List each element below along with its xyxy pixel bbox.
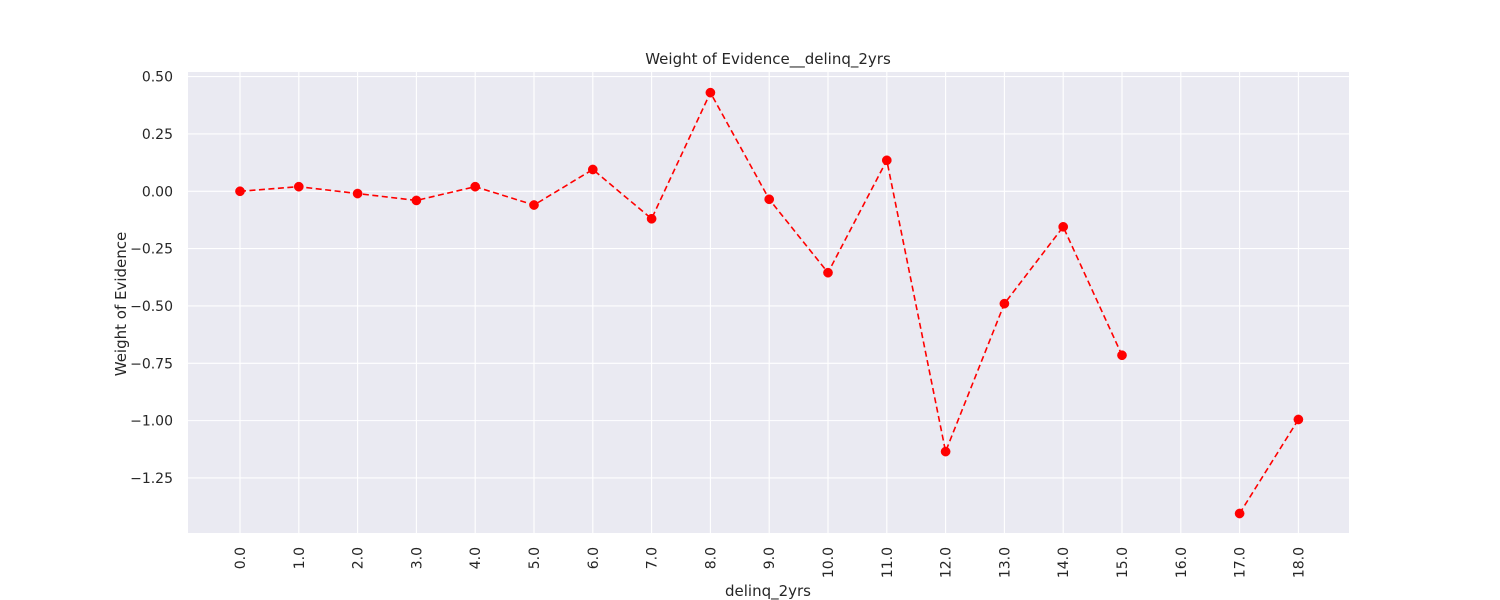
x-tick-label: 7.0 xyxy=(645,547,661,569)
x-tick-label: 13.0 xyxy=(997,547,1013,578)
series-line xyxy=(239,90,1123,455)
plot-area xyxy=(188,72,1349,533)
data-point xyxy=(293,181,304,192)
y-tick-label: −0.50 xyxy=(130,299,173,315)
x-tick-label: 14.0 xyxy=(1056,547,1072,578)
data-point xyxy=(1293,414,1304,425)
chart-title: Weight of Evidence__delinq_2yrs xyxy=(645,50,891,69)
x-tick-label: 1.0 xyxy=(292,547,308,569)
data-point xyxy=(999,298,1010,309)
grid-lines xyxy=(188,72,1349,533)
y-axis-label: Weight of Evidence xyxy=(112,232,130,377)
y-tick-label: −0.75 xyxy=(130,356,173,372)
data-point xyxy=(470,181,481,192)
data-point xyxy=(529,200,539,210)
data-point xyxy=(1234,508,1245,519)
data-point xyxy=(881,155,892,166)
y-tick-label: 0.50 xyxy=(142,70,173,86)
y-tick-label: 0.25 xyxy=(142,127,173,143)
data-point xyxy=(1117,350,1127,361)
x-tick-label: 11.0 xyxy=(880,547,896,578)
series-layer xyxy=(235,87,1304,519)
x-tick-label: 15.0 xyxy=(1115,547,1131,578)
y-tick-label: −1.25 xyxy=(130,471,173,487)
data-point xyxy=(940,446,951,457)
y-tick-label: −0.25 xyxy=(130,242,173,258)
x-tick-label: 4.0 xyxy=(468,547,484,569)
x-tick-label: 17.0 xyxy=(1233,547,1249,578)
data-point xyxy=(705,87,716,98)
x-tick-label: 10.0 xyxy=(821,547,837,578)
x-tick-label: 12.0 xyxy=(939,547,955,578)
data-point xyxy=(411,195,422,206)
x-tick-label: 6.0 xyxy=(586,547,602,569)
y-axis-ticks: 0.50 0.25 0.00 −0.25 −0.50 −0.75 −1.00 −1.25 xyxy=(130,70,173,487)
x-tick-label: 0.0 xyxy=(233,547,249,569)
x-tick-label: 8.0 xyxy=(703,547,719,569)
x-tick-label: 16.0 xyxy=(1174,547,1190,578)
data-point xyxy=(1058,221,1069,232)
x-tick-label: 18.0 xyxy=(1291,547,1307,578)
data-point xyxy=(587,164,598,175)
data-point xyxy=(823,267,833,278)
y-tick-label: 0.00 xyxy=(142,184,173,200)
data-point xyxy=(646,213,657,224)
x-axis-ticks: 0.0 1.0 2.0 3.0 4.0 5.0 6.0 7.0 8.0 9.0 10.0 11.0 12… xyxy=(233,547,1307,578)
data-point xyxy=(352,188,363,199)
x-tick-label: 3.0 xyxy=(409,547,425,569)
x-tick-label: 5.0 xyxy=(527,547,543,569)
data-point xyxy=(235,186,245,197)
x-tick-label: 2.0 xyxy=(351,547,367,569)
data-point xyxy=(764,194,775,205)
x-tick-label: 9.0 xyxy=(762,547,778,569)
y-tick-label: −1.00 xyxy=(130,414,173,430)
x-axis-label: delinq_2yrs xyxy=(725,582,811,600)
